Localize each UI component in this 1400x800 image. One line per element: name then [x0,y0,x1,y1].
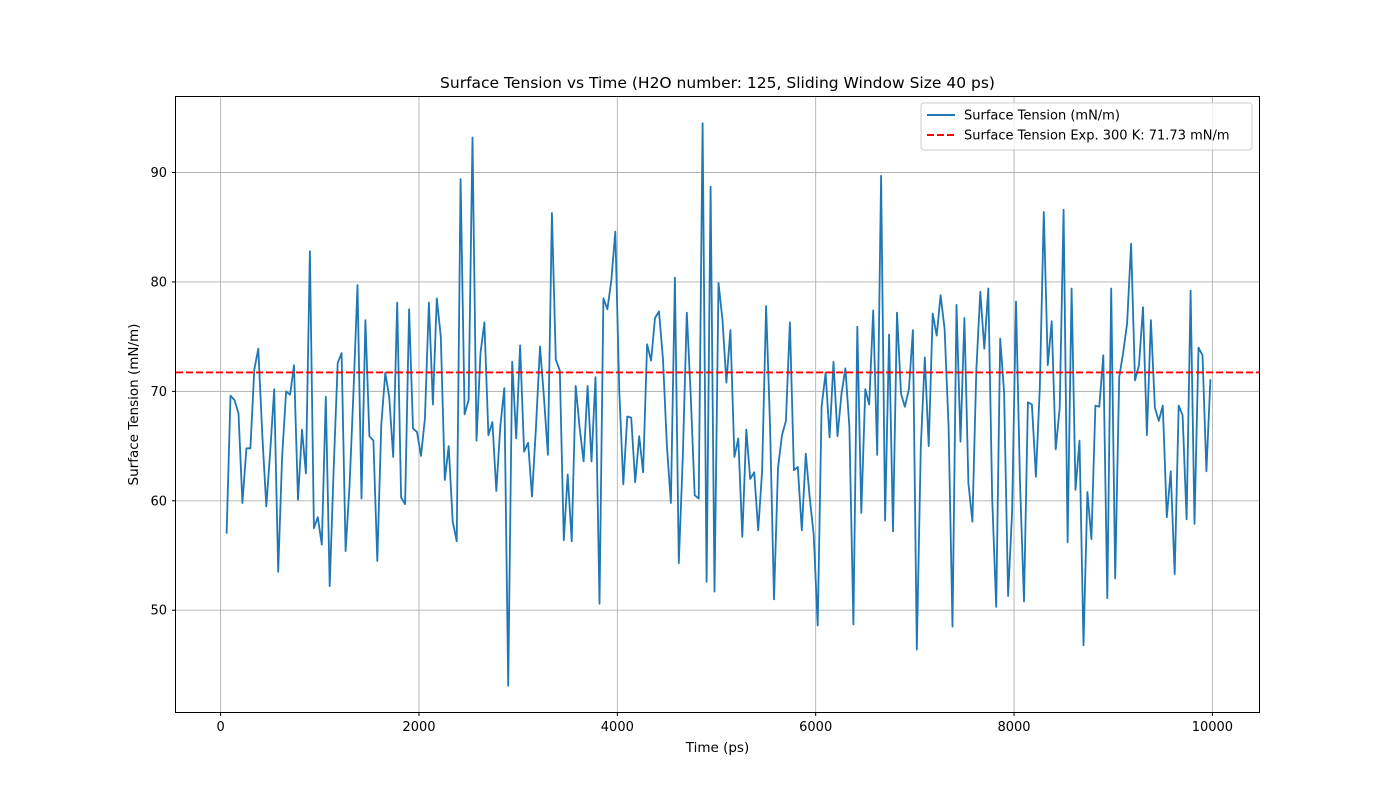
y-tick-label: 50 [150,604,167,619]
x-tick-label: 8000 [997,720,1030,735]
legend-label-experimental: Surface Tension Exp. 300 K: 71.73 mN/m [964,129,1230,144]
y-tick-label: 70 [150,385,167,400]
x-tick-label: 4000 [601,720,634,735]
y-axis-ticks: 50 60 70 80 90 [150,166,176,619]
surface-tension-series-line [225,122,1212,687]
x-tick-label: 10000 [1192,720,1233,735]
legend-box [920,102,1253,151]
x-tick-label: 6000 [799,720,832,735]
x-tick-label: 0 [216,720,224,735]
axes-frame [175,96,1260,713]
legend: Surface Tension (mN/m) Surface Tension E… [920,102,1253,151]
y-axis-label: Surface Tension (mN/m) [126,324,142,486]
plot-area [176,122,1259,687]
grid-lines [176,97,1259,712]
legend-label-surface-tension: Surface Tension (mN/m) [964,109,1120,124]
x-tick-label: 2000 [402,720,435,735]
y-tick-label: 60 [150,494,167,509]
y-tick-label: 80 [150,275,167,290]
y-tick-label: 90 [150,166,167,181]
chart-title: Surface Tension vs Time (H2O number: 125… [440,74,995,92]
x-axis-ticks: 0 2000 4000 6000 8000 10000 [216,712,1233,735]
x-axis-label: Time (ps) [685,740,749,756]
